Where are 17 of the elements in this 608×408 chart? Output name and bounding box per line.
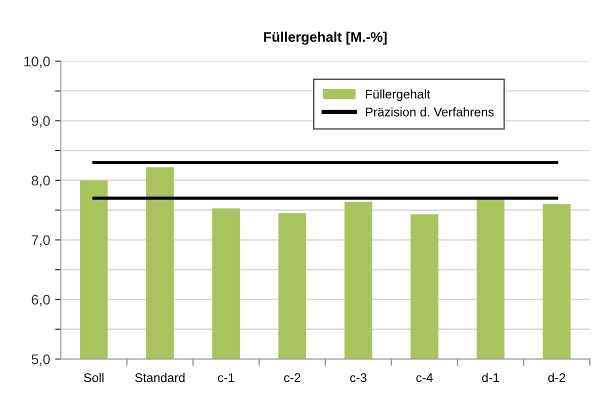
x-tick-label: c-2: [284, 373, 300, 382]
legend-label: Präzision d. Verfahrens: [366, 107, 494, 116]
y-tick-label: 7,0: [32, 235, 50, 247]
x-tick-label: c-4: [416, 373, 433, 382]
legend-label: Füllergehalt: [366, 89, 430, 102]
y-tick-label: 9,0: [32, 116, 50, 128]
x-tick-label: c-3: [350, 373, 366, 382]
x-tick-label: d-1: [482, 372, 500, 382]
y-tick-label: 6,0: [32, 294, 50, 306]
chart-title: Füllergehalt [M.-%]: [264, 32, 387, 45]
x-tick-label: c-1: [218, 373, 234, 382]
y-tick-label: 8,0: [32, 176, 50, 188]
y-tick-label: 5,0: [32, 354, 50, 366]
x-tick-label: Soll: [84, 372, 104, 382]
x-tick-label: Standard: [135, 372, 185, 382]
x-tick-label: d-2: [548, 372, 566, 382]
y-tick-label: 10,0: [24, 56, 50, 68]
